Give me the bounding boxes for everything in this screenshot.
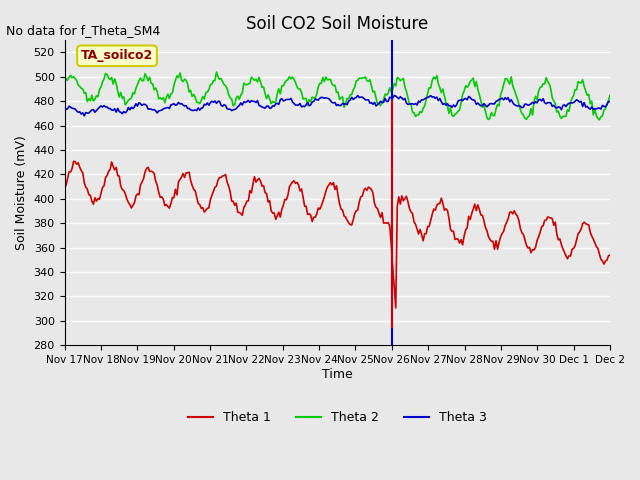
Title: Soil CO2 Soil Moisture: Soil CO2 Soil Moisture bbox=[246, 15, 428, 33]
X-axis label: Time: Time bbox=[322, 368, 353, 381]
Text: No data for f_Theta_SM4: No data for f_Theta_SM4 bbox=[6, 24, 161, 37]
Text: TA_soilco2: TA_soilco2 bbox=[81, 49, 153, 62]
Y-axis label: Soil Moisture (mV): Soil Moisture (mV) bbox=[15, 135, 28, 250]
Legend: Theta 1, Theta 2, Theta 3: Theta 1, Theta 2, Theta 3 bbox=[183, 407, 492, 430]
